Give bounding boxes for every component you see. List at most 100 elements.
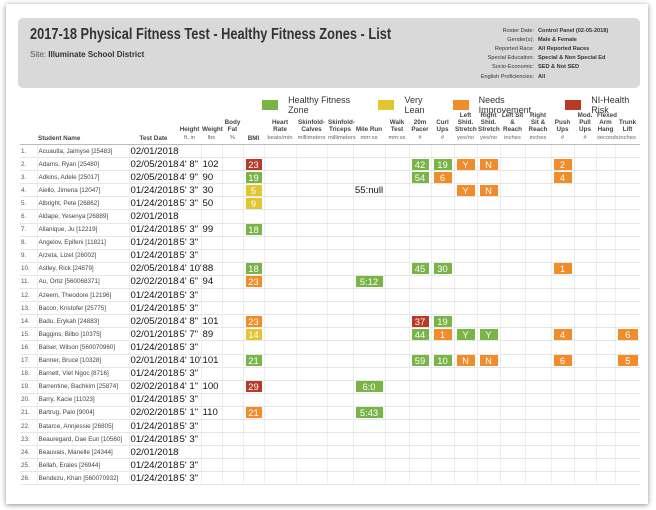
cell	[384, 223, 409, 237]
cell: 5' 3"	[177, 471, 201, 486]
cell	[352, 170, 385, 185]
cell	[595, 419, 615, 434]
cell	[326, 471, 353, 486]
cell	[384, 367, 409, 381]
cell	[573, 223, 596, 237]
cell	[352, 354, 385, 368]
cell: 5' 3"	[177, 249, 201, 263]
cell: Adkins, Adele [25017]	[36, 170, 129, 185]
cell	[614, 458, 640, 473]
zone-value: 6	[617, 328, 638, 340]
cell	[242, 432, 264, 447]
cell	[524, 393, 551, 407]
student-row: 5. Albright, Pete [26862] 01/24/2018 5' 3" 5…	[20, 196, 640, 211]
cell	[453, 380, 477, 394]
cell	[242, 288, 264, 303]
row-number: 7.	[20, 223, 37, 237]
cell: Barry, Kacie [11023]	[36, 393, 129, 407]
cell: 5' 3"	[177, 301, 201, 316]
cell	[550, 419, 574, 434]
cell	[221, 393, 243, 407]
cell	[614, 445, 640, 460]
cell	[384, 183, 409, 198]
zone-value: 19	[433, 158, 452, 170]
cell	[614, 170, 640, 185]
column-label: Body Fat	[224, 119, 241, 133]
cell	[200, 445, 222, 460]
cell	[595, 432, 615, 447]
cell	[595, 380, 615, 394]
cell	[430, 288, 454, 303]
cell	[221, 144, 243, 159]
cell: Batarce, Annjessie [26805]	[36, 419, 129, 434]
filter-label: Gender(s):	[507, 36, 534, 43]
column-label: Push Ups	[554, 119, 571, 133]
cell: 100	[200, 380, 222, 394]
cell: 01/24/2018	[128, 419, 178, 434]
zone-value: N	[479, 184, 498, 196]
row-number: 8.	[20, 236, 37, 250]
cell	[263, 249, 296, 263]
cell	[573, 236, 596, 250]
cell: 4' 8"	[177, 157, 201, 172]
cell	[408, 419, 431, 434]
cell	[595, 445, 615, 460]
zone-value: N	[479, 158, 498, 170]
cell	[221, 209, 243, 224]
student-row: 15. Baggins, Bilbo [10375] 02/01/2018 5' 7"…	[20, 327, 640, 342]
filter-label: Reported Race:	[494, 45, 534, 52]
cell	[200, 340, 222, 355]
cell	[408, 144, 431, 159]
cell: 45	[408, 262, 431, 276]
cell	[524, 367, 551, 381]
header-cell: Right Sit & Reach inches	[525, 112, 551, 145]
cell: 90	[200, 170, 222, 185]
cell	[263, 170, 296, 185]
cell	[263, 393, 296, 407]
student-row: 18. Barnett, Viet Ngoc [8716] 01/24/2018 5'…	[20, 367, 640, 381]
cell	[430, 249, 454, 263]
cell	[476, 393, 500, 407]
cell	[614, 432, 640, 447]
cell	[408, 209, 431, 224]
cell: 5' 3"	[177, 288, 201, 303]
cell: N	[476, 354, 500, 368]
cell: Angelov, Epifeni [11821]	[36, 236, 129, 250]
header-cell: Student Name	[37, 112, 129, 145]
cell	[326, 393, 353, 407]
cell	[476, 340, 500, 355]
cell	[326, 432, 353, 447]
cell	[499, 419, 525, 434]
fitness-table: Student Name Test Date Height ft, in Weight l…	[20, 112, 640, 486]
zone-value: 45	[411, 263, 429, 275]
cell	[295, 262, 327, 276]
cell	[595, 183, 615, 198]
cell	[295, 183, 327, 198]
cell: 2	[550, 157, 574, 172]
column-label: Left Sit & Reach	[501, 112, 524, 133]
cell	[242, 458, 264, 473]
cell	[408, 432, 431, 447]
cell	[524, 340, 551, 355]
cell	[499, 432, 525, 447]
cell	[221, 223, 243, 237]
cell	[263, 236, 296, 250]
cell	[550, 223, 574, 237]
cell: Azeem, Theodore [12196]	[36, 288, 129, 303]
cell	[384, 354, 409, 368]
column-unit: lbs	[207, 135, 216, 141]
cell	[614, 275, 640, 290]
cell	[221, 327, 243, 342]
cell	[326, 380, 353, 394]
cell: Beauvais, Manelle [24344]	[36, 445, 129, 460]
cell	[430, 471, 454, 486]
cell: 1	[550, 262, 574, 276]
cell	[550, 236, 574, 250]
zone-value: Y	[456, 184, 475, 196]
filter-value: SED & Not SED	[538, 64, 580, 71]
cell: 02/02/2018	[128, 275, 178, 290]
cell	[595, 301, 615, 316]
column-label: Left Shld. Stretch	[455, 112, 477, 133]
cell	[326, 262, 353, 276]
